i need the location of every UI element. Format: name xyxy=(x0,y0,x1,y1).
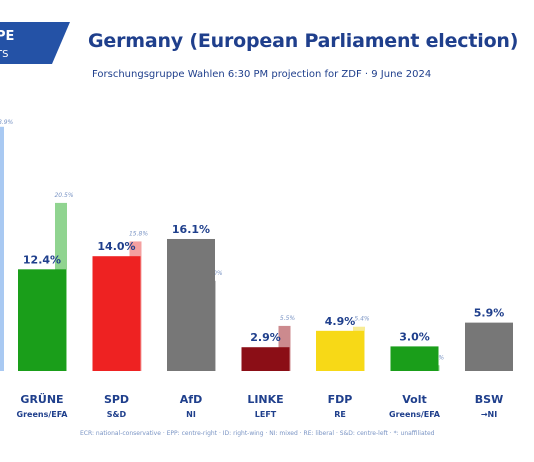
bar-current xyxy=(167,238,215,371)
bar-value-label: 14.0% xyxy=(97,240,135,253)
bar-group-linke: 5.5% 2.9% LINKE LEFT xyxy=(241,315,296,419)
footer-note: ECR: national-conservative · EPP: centre… xyxy=(80,430,435,437)
chart-subtitle: Forschungsgruppe Wahlen 6:30 PM projecti… xyxy=(92,69,432,80)
party-label: LINKE xyxy=(247,393,283,406)
party-label: SPD xyxy=(104,393,129,406)
chart-title: Germany (European Parliament election) xyxy=(88,30,519,52)
group-label: RE xyxy=(334,410,346,419)
bar-previous-label: 5.5% xyxy=(280,315,296,322)
bar-current xyxy=(465,322,513,371)
bar-value-label: 12.4% xyxy=(23,253,61,266)
bar-previous-label: 20.5% xyxy=(54,192,73,199)
corner-banner: PE TS xyxy=(0,22,70,64)
party-label: GRÜNE xyxy=(20,392,63,406)
bar-group-bsw: 5.9% BSW →NI xyxy=(465,307,513,419)
bar-current xyxy=(241,347,290,371)
bar-previous-label: 5.4% xyxy=(354,316,370,323)
bar-current xyxy=(390,346,439,371)
bar-previous-label: 15.8% xyxy=(129,230,148,237)
banner-text-top: PE xyxy=(0,29,14,44)
group-label: S&D xyxy=(107,410,127,419)
bar-group-gr-ne: 20.5% 12.4% GRÜNE Greens/EFA xyxy=(17,192,74,419)
party-label: FDP xyxy=(328,393,353,406)
party-label: AfD xyxy=(180,393,202,406)
bar-group-spd: 15.8% 14.0% SPD S&D xyxy=(92,230,148,419)
group-label: LEFT xyxy=(255,410,277,419)
group-label: →NI xyxy=(481,410,497,419)
partial-bar-previous-label: 8.9% xyxy=(0,119,14,126)
bar-group-fdp: 5.4%4.9% FDP RE xyxy=(316,315,370,419)
group-label: Greens/EFA xyxy=(17,410,69,419)
bar-value-label: 16.1% xyxy=(172,223,210,236)
banner-text-bottom: TS xyxy=(0,49,8,60)
group-label: Greens/EFA xyxy=(389,410,441,419)
group-label: NI xyxy=(186,410,196,419)
bar-current xyxy=(18,269,66,371)
bars-layer: 8.9% 20.5% 12.4% GRÜNE Greens/EFA 15.8% 14.0% S… xyxy=(0,119,513,419)
bar-value-label: 5.9% xyxy=(474,307,505,320)
bar-current xyxy=(92,256,141,371)
party-label: BSW xyxy=(475,393,503,406)
bar-value-label: 2.9% xyxy=(250,331,281,344)
party-label: Volt xyxy=(402,393,427,406)
bar-value-label: 4.9% xyxy=(325,315,356,328)
bar-current xyxy=(316,330,364,371)
bar-value-label: 3.0% xyxy=(399,330,430,343)
partial-bar-previous xyxy=(0,126,4,371)
